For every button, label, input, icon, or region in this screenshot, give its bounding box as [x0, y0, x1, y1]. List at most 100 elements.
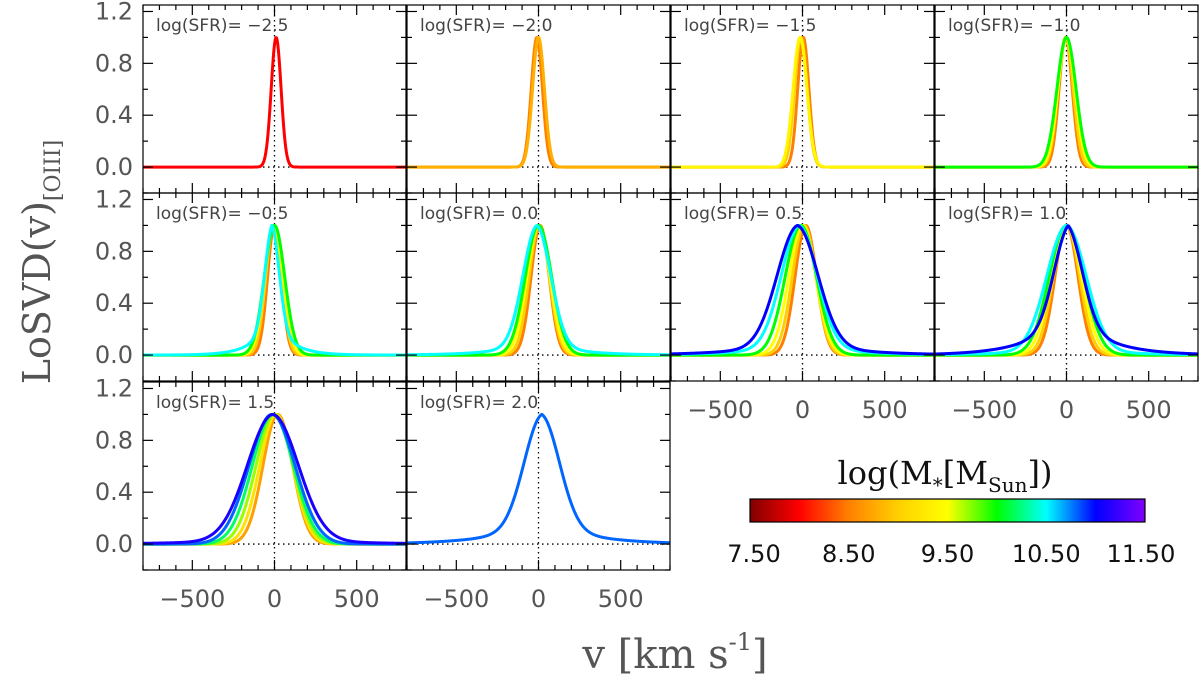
panel-label: log(SFR)= 2.0 [420, 393, 538, 413]
y-tick-label: 0.0 [95, 153, 133, 181]
series-line-logM-11 [671, 224, 934, 356]
y-tick-label: 1.2 [95, 0, 133, 25]
series-line-logM-8.5 [671, 223, 934, 357]
panel-8: −500 0 500 log(SFR)= 1.0 [934, 192, 1199, 424]
panel-6: log(SFR)= 0.0 [406, 192, 671, 382]
x-axis-title-main: v [km s [581, 632, 728, 678]
series-line-logM-10.8 [143, 412, 406, 546]
series-line-logM-8 [143, 36, 406, 169]
x-tick-label: −500 [951, 396, 1017, 424]
series-group [407, 412, 670, 545]
series-line-logM-10.5 [671, 223, 934, 356]
colorbar-title-sub2: Sun [988, 473, 1028, 497]
panel-label: log(SFR)= 0.5 [684, 204, 802, 224]
y-tick-label: 0.4 [95, 101, 133, 129]
panel-label: log(SFR)= −2.5 [156, 16, 289, 36]
series-line-logM-10 [407, 223, 670, 357]
series-line-logM-10 [671, 223, 934, 357]
series-line-logM-9 [671, 223, 934, 357]
series-line-logM-11 [935, 224, 1198, 356]
y-tick-label: 0.8 [95, 426, 133, 454]
colorbar: log(M*[MSun]) 7.50 8.50 9.50 10.50 11.50 [727, 454, 1175, 568]
y-axis-title: LoSVD(v)[OIII] [15, 140, 66, 384]
series-line-logM-9.4 [671, 35, 934, 169]
panel-label: log(SFR)= 1.5 [156, 393, 274, 413]
series-line-logM-9.5 [407, 223, 670, 357]
x-tick-label: 500 [862, 396, 908, 424]
colorbar-title: log(M*[MSun]) [838, 454, 1053, 497]
series-line-logM-8.7 [143, 412, 406, 546]
series-line-logM-10 [935, 35, 1198, 169]
series-line-logM-9.7 [143, 412, 406, 546]
series-line-logM-10.5 [143, 223, 406, 357]
x-tick-label: 500 [1126, 396, 1172, 424]
series-group [407, 35, 670, 169]
series-line-logM-9.2 [143, 412, 406, 546]
x-axis-title-sup: -1 [729, 628, 752, 656]
series-group [143, 36, 406, 169]
panel-1: 0.0 0.4 0.8 1.2 log(SFR)= −2.5 [95, 0, 407, 194]
y-tick-label: 0.4 [95, 478, 133, 506]
colorbar-tick-label: 9.50 [921, 540, 974, 568]
x-tick-label: 0 [795, 396, 810, 424]
series-group [407, 223, 670, 357]
series-group [671, 223, 934, 357]
series-line-logM-10 [935, 223, 1198, 357]
colorbar-title-main: log(M [838, 454, 933, 492]
x-tick-label: 0 [267, 585, 282, 613]
colorbar-bar [749, 498, 1146, 523]
y-tick-label: 0.8 [95, 49, 133, 77]
series-group [671, 35, 934, 169]
series-group [935, 35, 1198, 169]
colorbar-tick-label: 10.50 [1012, 540, 1081, 568]
y-axis-title-main: LoSVD(v) [15, 201, 59, 384]
x-tick-label: 500 [334, 585, 380, 613]
panel-label: log(SFR)= −2.0 [420, 16, 553, 36]
colorbar-tick-labels: 7.50 8.50 9.50 10.50 11.50 [727, 540, 1175, 568]
colorbar-title-close: ]) [1027, 454, 1052, 492]
y-tick-label: 1.2 [95, 374, 133, 402]
series-line-logM-8.5 [407, 36, 670, 169]
panel-10: −500 0 500 log(SFR)= 2.0 [406, 381, 671, 613]
series-line-logM-8.8 [407, 35, 670, 169]
series-group [935, 223, 1198, 357]
colorbar-tick-label: 7.50 [727, 540, 780, 568]
series-line-logM-9.5 [935, 35, 1198, 169]
panel-label: log(SFR)= 0.0 [420, 204, 538, 224]
series-line-logM-8.5 [935, 35, 1198, 169]
colorbar-title-mid: [M [943, 454, 988, 492]
series-line-logM-9.5 [935, 223, 1198, 357]
panel-9: 0.0 0.4 0.8 1.2 −500 0 500 log(SFR)= 1.5 [95, 374, 407, 613]
x-tick-label: 500 [598, 585, 644, 613]
panel-4: log(SFR)= −1.0 [934, 4, 1199, 194]
series-line-logM-10.2 [143, 412, 406, 546]
y-tick-label: 0.8 [95, 237, 133, 265]
series-line-logM-10.5 [407, 224, 670, 357]
series-line-logM-9 [407, 223, 670, 357]
panel-7: −500 0 500 log(SFR)= 0.5 [670, 192, 935, 424]
panel-3: log(SFR)= −1.5 [670, 4, 935, 194]
series-line-logM-9 [935, 35, 1198, 169]
y-tick-label: 1.2 [95, 185, 133, 213]
series-line-logM-10.8 [407, 412, 670, 545]
colorbar-title-sub1: * [933, 473, 943, 497]
series-line-logM-11.1 [143, 412, 406, 545]
panel-label: log(SFR)= −1.5 [684, 16, 817, 36]
series-line-logM-8.5 [935, 223, 1198, 357]
y-tick-label: 0.4 [95, 289, 133, 317]
panel-label: log(SFR)= 1.0 [948, 204, 1066, 224]
x-axis-title: v [km s-1] [581, 628, 767, 678]
panel-5: 0.0 0.4 0.8 1.2 log(SFR)= −0.5 [95, 185, 407, 382]
series-group [143, 223, 406, 357]
panels-layer: 0.0 0.4 0.8 1.2 log(SFR)= −2.5 log(SFR)= −2.0… [95, 0, 1199, 613]
x-tick-label: −500 [687, 396, 753, 424]
y-tick-label: 0.0 [95, 530, 133, 558]
y-axis-title-sub: [OIII] [41, 140, 66, 201]
y-tick-label: 0.0 [95, 341, 133, 369]
colorbar-tick-label: 8.50 [822, 540, 875, 568]
series-group [143, 412, 406, 546]
x-tick-label: 0 [531, 585, 546, 613]
x-tick-label: 0 [1059, 396, 1074, 424]
x-tick-label: −500 [159, 585, 225, 613]
